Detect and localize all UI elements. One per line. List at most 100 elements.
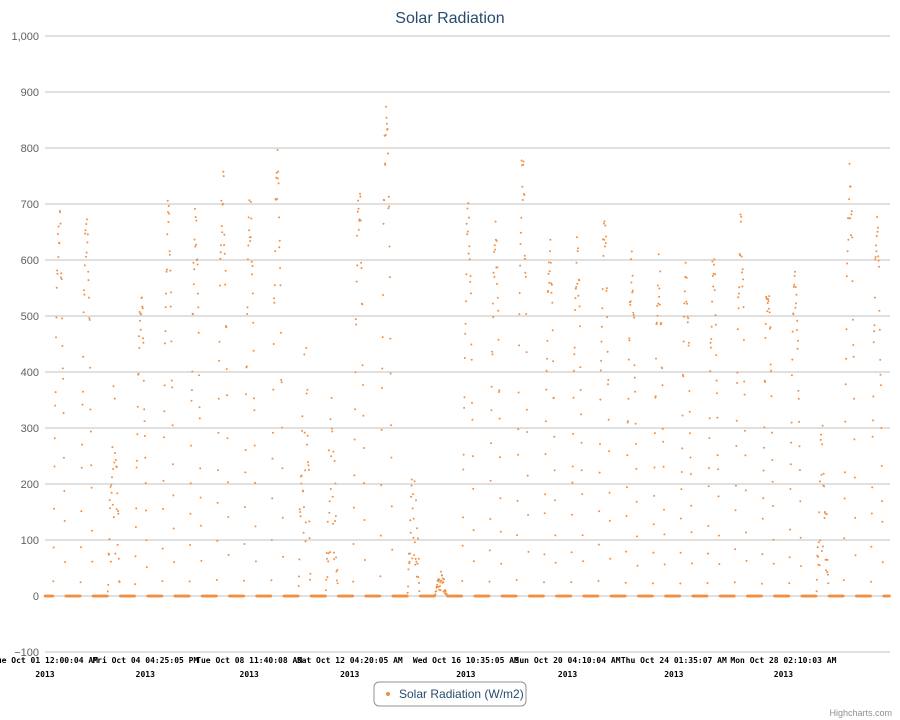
data-point bbox=[656, 314, 659, 317]
data-point bbox=[881, 520, 884, 523]
data-point bbox=[362, 384, 364, 386]
data-point bbox=[227, 553, 230, 556]
data-point bbox=[301, 429, 304, 432]
data-point bbox=[769, 326, 772, 329]
data-point bbox=[843, 497, 846, 500]
data-point bbox=[190, 389, 193, 392]
data-point bbox=[820, 473, 823, 476]
data-point bbox=[412, 517, 415, 520]
data-point bbox=[795, 293, 798, 296]
data-point bbox=[249, 240, 252, 242]
data-point bbox=[543, 512, 546, 515]
data-point bbox=[842, 594, 845, 598]
data-point bbox=[218, 359, 221, 362]
data-point bbox=[684, 261, 687, 264]
data-point bbox=[86, 233, 89, 236]
data-point bbox=[56, 269, 59, 272]
data-point bbox=[118, 581, 121, 584]
data-point bbox=[739, 254, 742, 257]
data-point bbox=[825, 569, 827, 572]
data-point bbox=[493, 275, 496, 278]
data-point bbox=[525, 351, 528, 354]
data-point bbox=[254, 560, 257, 563]
data-point bbox=[850, 210, 853, 213]
data-point bbox=[761, 582, 763, 585]
data-point bbox=[683, 315, 686, 318]
data-point bbox=[744, 429, 746, 432]
data-point bbox=[523, 254, 526, 257]
data-point bbox=[579, 366, 582, 369]
data-point bbox=[571, 513, 573, 516]
data-point bbox=[682, 340, 685, 343]
data-point bbox=[324, 594, 327, 598]
data-point bbox=[56, 233, 59, 235]
data-point bbox=[82, 355, 85, 358]
data-point bbox=[741, 268, 744, 271]
data-point bbox=[818, 511, 821, 514]
data-point bbox=[635, 500, 638, 503]
data-point bbox=[580, 469, 583, 472]
data-point bbox=[418, 582, 420, 584]
data-point bbox=[570, 551, 573, 554]
data-point bbox=[244, 471, 247, 474]
data-point bbox=[466, 207, 469, 210]
data-point bbox=[220, 199, 223, 202]
data-point bbox=[708, 437, 711, 440]
data-point bbox=[61, 367, 64, 370]
data-point bbox=[466, 230, 469, 233]
data-point bbox=[410, 478, 413, 481]
data-point bbox=[771, 480, 774, 483]
data-point bbox=[468, 258, 471, 261]
data-point bbox=[793, 274, 796, 277]
data-point bbox=[880, 464, 883, 467]
data-point bbox=[333, 558, 336, 561]
data-point bbox=[572, 432, 575, 435]
data-point bbox=[85, 223, 88, 225]
data-point bbox=[117, 510, 120, 513]
data-point bbox=[390, 424, 392, 427]
data-point bbox=[547, 272, 550, 275]
data-point bbox=[497, 338, 500, 341]
data-point bbox=[279, 284, 282, 287]
data-point bbox=[222, 175, 225, 178]
data-point bbox=[626, 454, 629, 457]
data-point bbox=[760, 594, 763, 598]
data-point bbox=[60, 272, 63, 275]
data-point bbox=[248, 199, 251, 202]
data-point bbox=[222, 170, 225, 173]
data-point bbox=[543, 581, 545, 584]
data-point bbox=[851, 236, 854, 239]
data-point bbox=[516, 453, 519, 456]
data-point bbox=[817, 541, 820, 544]
legend[interactable]: Solar Radiation (W/m2) bbox=[373, 681, 527, 707]
legend-label[interactable]: Solar Radiation (W/m2) bbox=[399, 687, 524, 701]
x-tick-label: Wed Oct 16 10:35:05 AM bbox=[413, 656, 519, 665]
data-point bbox=[742, 338, 745, 341]
data-point bbox=[409, 552, 411, 555]
data-point bbox=[198, 374, 201, 377]
credits-link[interactable]: Highcharts.com bbox=[829, 708, 892, 718]
data-point bbox=[815, 590, 818, 593]
data-point bbox=[306, 443, 308, 446]
data-point bbox=[435, 590, 438, 593]
data-point bbox=[578, 279, 581, 282]
data-point bbox=[334, 515, 337, 518]
data-point bbox=[571, 481, 574, 484]
data-point bbox=[358, 219, 361, 222]
data-point bbox=[52, 580, 55, 583]
data-point bbox=[690, 504, 693, 507]
data-point bbox=[88, 318, 91, 321]
data-point bbox=[609, 557, 612, 560]
data-point bbox=[80, 546, 82, 549]
data-point bbox=[685, 276, 688, 279]
data-point bbox=[792, 285, 795, 288]
data-point bbox=[740, 215, 743, 218]
data-point bbox=[742, 278, 745, 281]
data-point bbox=[879, 373, 882, 376]
data-point bbox=[548, 281, 551, 284]
data-point bbox=[661, 384, 664, 387]
data-point bbox=[82, 311, 85, 314]
data-point bbox=[414, 558, 417, 560]
data-point bbox=[437, 586, 440, 588]
data-point bbox=[870, 580, 873, 583]
